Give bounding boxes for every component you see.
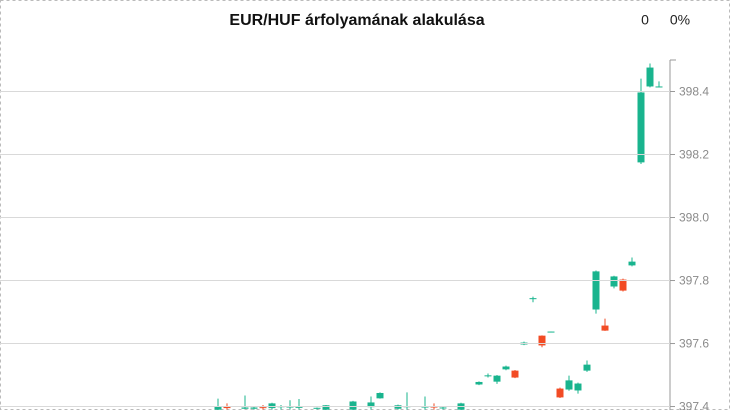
- header-stat: 0%: [670, 12, 690, 28]
- candle-body: [223, 406, 231, 409]
- y-tick-label: 398.2: [679, 148, 709, 162]
- y-tick-label: 397.4: [679, 400, 709, 410]
- candle-body: [367, 402, 375, 408]
- chart-title: EUR/HUF árfolyamának alakulása: [229, 12, 484, 29]
- candle-body: [484, 375, 492, 377]
- candle-body: [628, 261, 636, 266]
- candle-body: [511, 370, 519, 378]
- candle-body: [214, 406, 222, 410]
- candle-body: [655, 86, 663, 88]
- candle-body: [502, 366, 510, 370]
- candle-body: [565, 380, 573, 390]
- candle-body: [376, 392, 384, 399]
- candle-body: [637, 92, 645, 163]
- y-tick-label: 397.8: [679, 274, 709, 288]
- candle-body: [322, 405, 330, 410]
- header-stat: 0: [641, 12, 649, 28]
- candle-body: [556, 388, 564, 398]
- candle-body: [268, 403, 276, 409]
- candle-body: [601, 325, 609, 331]
- candle-body: [250, 407, 258, 409]
- candle-body: [646, 67, 654, 87]
- candle-body: [547, 331, 555, 333]
- candle-body: [574, 383, 582, 391]
- candle-body: [313, 407, 321, 409]
- candle-body: [475, 381, 483, 385]
- candle-body: [349, 401, 357, 410]
- candle-body: [259, 407, 267, 409]
- candle-body: [592, 271, 600, 310]
- candle-body: [610, 276, 618, 287]
- candle-body: [439, 407, 447, 409]
- y-tick-label: 398.0: [679, 211, 709, 225]
- candle-body: [619, 279, 627, 291]
- candles: [214, 63, 663, 410]
- candle-body: [583, 364, 591, 371]
- candle-body: [295, 406, 303, 408]
- candle-body: [241, 407, 249, 409]
- candle-body: [529, 298, 537, 300]
- y-tick-label: 398.4: [679, 85, 709, 99]
- y-tick-label: 397.6: [679, 337, 709, 351]
- candle-body: [493, 375, 501, 382]
- candle-body: [538, 335, 546, 346]
